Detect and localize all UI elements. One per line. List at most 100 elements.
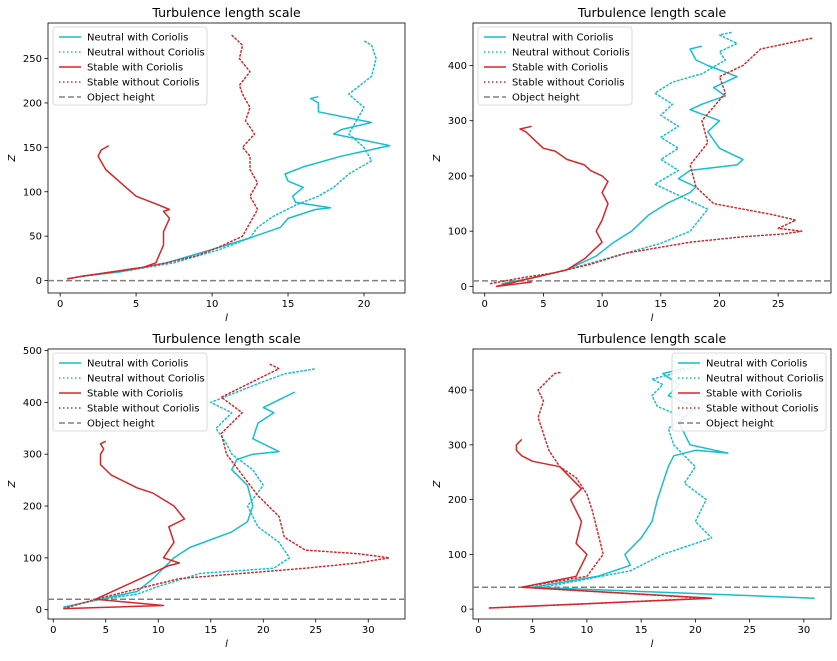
x-tick-label: 20 — [257, 625, 270, 636]
series-line-stable-with-coriolis — [495, 125, 609, 288]
series-line-stable-without-coriolis — [66, 32, 259, 280]
legend-entry: Stable with Coriolis — [87, 389, 183, 400]
series-line-neutral-without-coriolis — [542, 364, 713, 588]
legend: Neutral with Coriolis Neutral without Cor… — [52, 26, 208, 106]
x-tick-label: 5 — [529, 625, 535, 636]
y-tick-label: 0 — [461, 282, 467, 293]
x-tick-label: 10 — [596, 299, 609, 310]
y-tick-label: 200 — [448, 171, 467, 182]
y-tick-label: 100 — [23, 187, 42, 198]
legend-entry: Neutral without Coriolis — [706, 374, 824, 385]
axes-frame — [47, 22, 406, 294]
y-tick-label: 200 — [448, 495, 467, 506]
legend-entry: Neutral with Coriolis — [87, 359, 188, 370]
chart-title: Turbulence length scale — [577, 331, 727, 346]
legend-box — [52, 352, 208, 432]
x-tick-label: 20 — [689, 625, 702, 636]
chart-title: Turbulence length scale — [577, 5, 727, 20]
x-tick-label: 0 — [482, 299, 488, 310]
x-tick-label: 5 — [103, 625, 109, 636]
axes-frame — [47, 348, 406, 620]
x-axis-label: l — [225, 639, 228, 650]
x-tick-label: 10 — [152, 625, 165, 636]
legend-entry: Neutral with Coriolis — [512, 33, 613, 44]
y-tick-label: 150 — [23, 143, 42, 154]
y-tick-label: 400 — [23, 398, 42, 409]
series-line-stable-without-coriolis — [63, 362, 391, 610]
x-tick-label: 20 — [713, 299, 726, 310]
x-tick-label: 0 — [57, 299, 63, 310]
series-line-stable-without-coriolis — [489, 37, 815, 285]
y-axis-label: Z — [432, 153, 443, 162]
y-tick-label: 100 — [448, 550, 467, 561]
x-tick-label: 0 — [50, 625, 56, 636]
x-tick-label: 20 — [358, 299, 371, 310]
y-tick-label: 100 — [23, 553, 42, 564]
legend-entry: Neutral without Coriolis — [87, 374, 205, 385]
x-axis-label: l — [225, 313, 228, 324]
y-tick-label: 400 — [448, 61, 467, 72]
y-axis-label: Z — [7, 479, 18, 488]
y-tick-label: 50 — [29, 232, 42, 243]
x-tick-label: 30 — [798, 625, 811, 636]
x-tick-label: 0 — [475, 625, 481, 636]
legend: Neutral with Coriolis Neutral without Cor… — [52, 352, 208, 432]
series-line-stable-with-coriolis — [489, 438, 713, 609]
x-tick-label: 30 — [362, 625, 375, 636]
y-tick-label: 400 — [448, 386, 467, 397]
x-tick-label: 5 — [540, 299, 546, 310]
x-tick-label: 25 — [743, 625, 756, 636]
x-tick-label: 15 — [635, 625, 648, 636]
series-line-neutral-without-coriolis — [501, 31, 738, 285]
x-tick-label: 15 — [654, 299, 667, 310]
legend-entry: Stable without Coriolis — [706, 404, 819, 415]
legend-box — [52, 26, 208, 106]
x-tick-label: 10 — [206, 299, 219, 310]
y-tick-label: 300 — [23, 450, 42, 461]
x-tick-label: 10 — [581, 625, 594, 636]
x-tick-label: 25 — [309, 625, 322, 636]
legend-box — [477, 26, 633, 106]
legend-entry: Neutral without Coriolis — [512, 48, 630, 59]
series-line-stable-with-coriolis — [67, 144, 171, 280]
series-line-neutral-without-coriolis — [82, 40, 377, 277]
series-line-neutral-with-coriolis — [502, 45, 744, 285]
x-tick-label: 5 — [133, 299, 139, 310]
x-tick-label: 15 — [204, 625, 217, 636]
y-tick-label: 250 — [23, 54, 42, 65]
legend-entry: Stable with Coriolis — [512, 63, 608, 74]
chart-title: Turbulence length scale — [151, 5, 301, 20]
x-axis-label: l — [651, 313, 654, 324]
legend-entry: Stable without Coriolis — [87, 78, 200, 89]
x-axis-label: l — [651, 639, 654, 650]
y-tick-label: 0 — [36, 605, 42, 616]
axes-frame — [472, 348, 832, 620]
axes-frame — [472, 22, 832, 294]
series-line-neutral-with-coriolis — [63, 391, 296, 608]
legend-entry: Stable with Coriolis — [87, 63, 183, 74]
y-tick-label: 0 — [461, 605, 467, 616]
y-tick-label: 0 — [36, 276, 42, 287]
x-tick-label: 25 — [772, 299, 785, 310]
legend-entry: Object height — [87, 419, 155, 430]
legend: Neutral with Coriolis Neutral without Cor… — [671, 352, 827, 432]
y-tick-label: 300 — [448, 440, 467, 451]
x-tick-label: 15 — [282, 299, 295, 310]
series-line-neutral-with-coriolis — [82, 95, 391, 277]
series-line-stable-with-coriolis — [63, 440, 186, 610]
legend-entry: Stable with Coriolis — [706, 389, 802, 400]
y-tick-label: 200 — [23, 98, 42, 109]
chart-panel-2: 0 5 10 15 20 25 0 100 200 300 400 Turbulence length… — [432, 5, 832, 324]
legend-entry: Object height — [512, 93, 580, 104]
legend-entry: Neutral with Coriolis — [706, 359, 807, 370]
legend-entry: Neutral without Coriolis — [87, 48, 205, 59]
y-tick-label: 300 — [448, 116, 467, 127]
chart-title: Turbulence length scale — [151, 331, 301, 346]
series-line-neutral-without-coriolis — [63, 367, 317, 608]
legend-entry: Object height — [706, 419, 774, 430]
y-tick-label: 500 — [23, 346, 42, 357]
legend-box — [671, 352, 827, 432]
legend: Neutral with Coriolis Neutral without Cor… — [477, 26, 633, 106]
